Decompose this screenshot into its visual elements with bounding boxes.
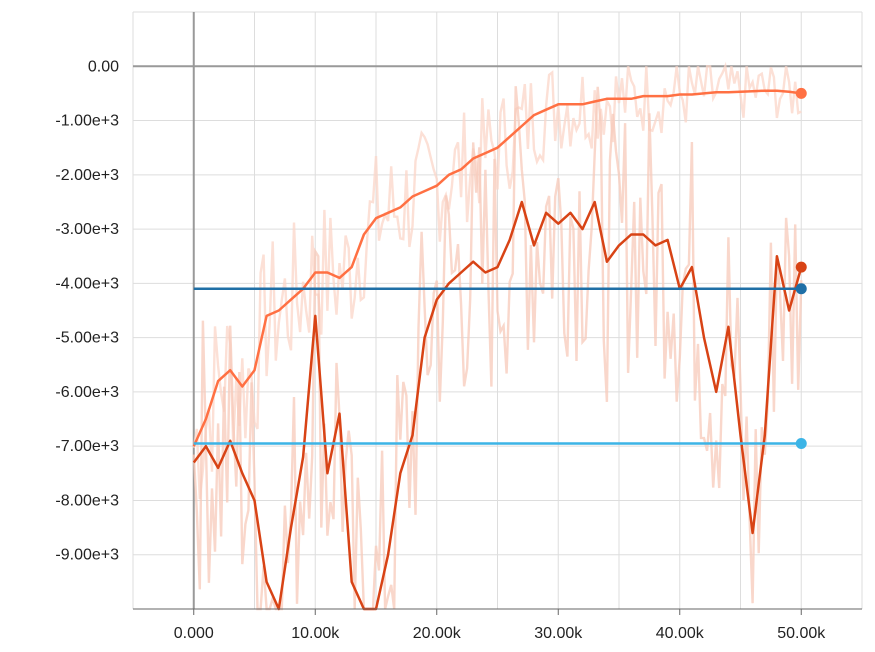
y-tick-label: -9.00e+3: [55, 547, 119, 564]
x-axis-ticks: 0.000 10.00k 20.00k 30.00k 40.00k 50.00k: [174, 609, 826, 642]
y-tick-label: -2.00e+3: [55, 167, 119, 184]
y-tick-label: -4.00e+3: [55, 275, 119, 292]
x-tick-label: 30.00k: [534, 625, 583, 642]
x-tick-label: 20.00k: [413, 625, 462, 642]
zero-axes: [133, 12, 862, 609]
x-tick-label: 10.00k: [291, 625, 340, 642]
y-tick-label: -7.00e+3: [55, 438, 119, 455]
series-layer: [192, 87, 807, 611]
series-line: [192, 200, 803, 611]
x-tick-label: 0.000: [174, 625, 214, 642]
y-tick-label: -1.00e+3: [55, 113, 119, 130]
raw-series-line: [192, 61, 802, 500]
x-tick-label: 40.00k: [656, 625, 705, 642]
series-end-marker: [795, 283, 807, 295]
raw-series-line: [192, 86, 803, 611]
series-end-marker: [795, 261, 807, 273]
y-tick-label: -6.00e+3: [55, 384, 119, 401]
y-tick-label: -5.00e+3: [55, 330, 119, 347]
x-tick-label: 50.00k: [777, 625, 826, 642]
y-tick-label: -8.00e+3: [55, 492, 119, 509]
raw-series-layer: [192, 61, 803, 611]
series-end-marker: [795, 87, 807, 99]
series-end-marker: [795, 437, 807, 449]
y-tick-label: -3.00e+3: [55, 221, 119, 238]
series-line: [192, 89, 802, 447]
y-tick-label: 0.00: [88, 58, 119, 75]
y-axis-ticks: 0.00 -1.00e+3 -2.00e+3 -3.00e+3 -4.00e+3 -5.0…: [55, 58, 119, 563]
